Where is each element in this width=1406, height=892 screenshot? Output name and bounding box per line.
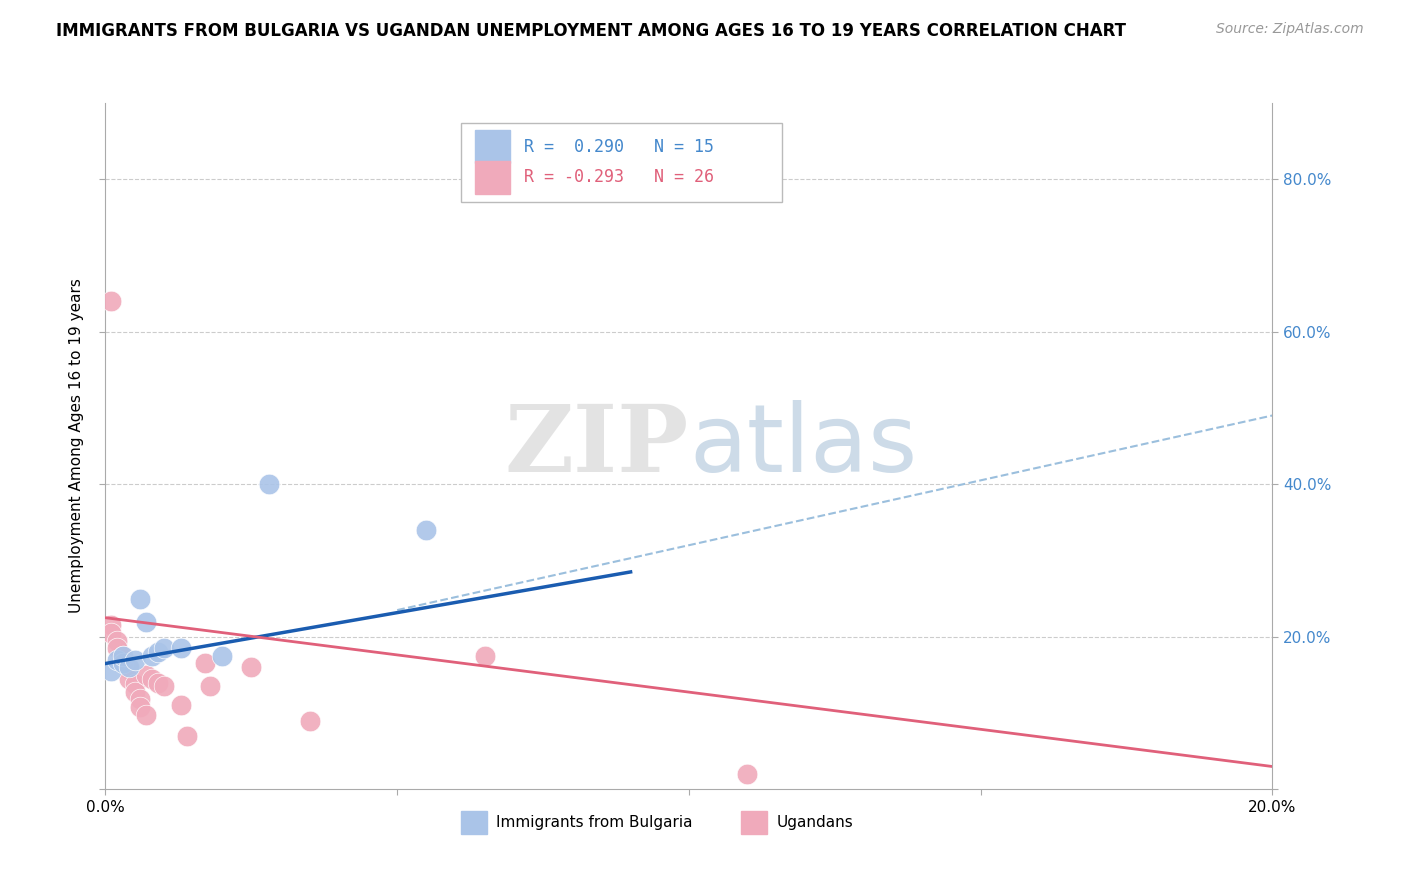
Bar [461, 811, 486, 834]
Point [111, 657, 134, 671]
Point [124, 684, 146, 698]
Point [129, 591, 152, 606]
Point [170, 698, 193, 713]
Bar [475, 130, 510, 163]
Point [141, 672, 163, 686]
Text: IMMIGRANTS FROM BULGARIA VS UGANDAN UNEMPLOYMENT AMONG AGES 16 TO 19 YEARS CORRE: IMMIGRANTS FROM BULGARIA VS UGANDAN UNEM… [56, 22, 1126, 40]
Point [124, 653, 146, 667]
Point [170, 641, 193, 656]
Point [100, 618, 122, 632]
Point [129, 692, 152, 706]
Point [118, 672, 141, 686]
Point [176, 729, 198, 743]
Y-axis label: Unemployment Among Ages 16 to 19 years: Unemployment Among Ages 16 to 19 years [69, 278, 84, 614]
Text: Ugandans: Ugandans [776, 815, 853, 830]
Text: R =  0.290   N = 15: R = 0.290 N = 15 [524, 137, 714, 155]
Point [194, 657, 217, 671]
Point [240, 660, 263, 674]
Bar [475, 161, 510, 194]
Point [111, 648, 134, 663]
FancyBboxPatch shape [461, 123, 782, 202]
Point [153, 641, 174, 656]
Point [474, 648, 496, 663]
Point [257, 477, 280, 491]
Point [146, 645, 169, 659]
Point [129, 700, 152, 714]
Point [737, 767, 759, 781]
Text: Immigrants from Bulgaria: Immigrants from Bulgaria [496, 815, 693, 830]
Point [415, 523, 437, 537]
Text: Source: ZipAtlas.com: Source: ZipAtlas.com [1216, 22, 1364, 37]
Point [211, 648, 233, 663]
Text: atlas: atlas [689, 400, 917, 492]
Point [153, 680, 174, 694]
Point [200, 680, 222, 694]
Bar [741, 811, 768, 834]
Point [118, 660, 141, 674]
Point [298, 714, 321, 728]
Point [105, 633, 128, 648]
Text: ZIP: ZIP [505, 401, 689, 491]
Point [141, 648, 163, 663]
Point [118, 662, 141, 676]
Point [100, 293, 122, 308]
Point [111, 657, 134, 671]
Point [105, 641, 128, 656]
Point [135, 707, 157, 722]
Point [105, 653, 128, 667]
Point [124, 677, 146, 691]
Point [146, 675, 169, 690]
Point [111, 648, 134, 663]
Text: R = -0.293   N = 26: R = -0.293 N = 26 [524, 169, 714, 186]
Point [100, 664, 122, 678]
Point [135, 668, 157, 682]
Point [135, 615, 157, 629]
Point [100, 626, 122, 640]
